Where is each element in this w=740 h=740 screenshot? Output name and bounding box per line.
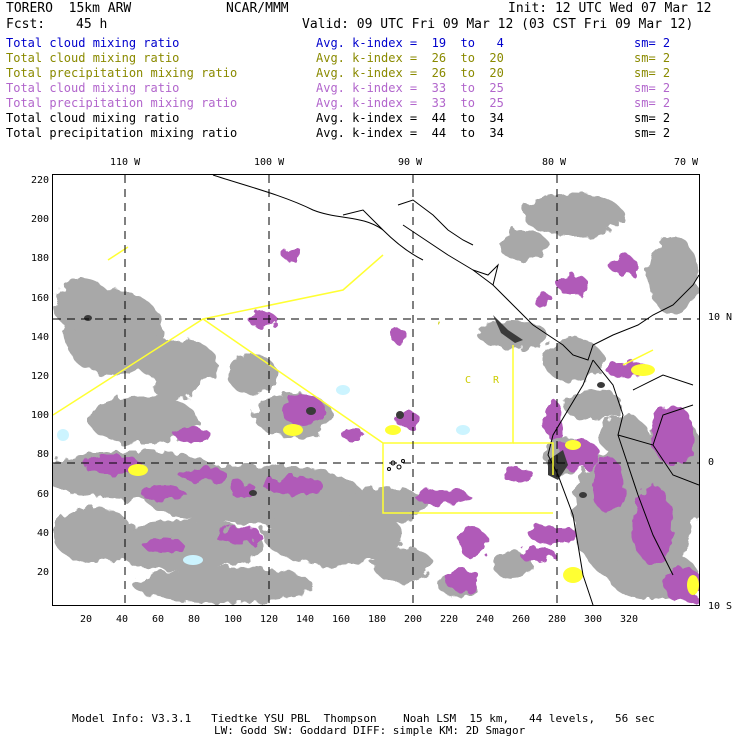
region-label-c: C xyxy=(465,375,471,386)
legend-name-1: Total cloud mixing ratio xyxy=(6,36,180,50)
legend-sm-6: sm= 2 xyxy=(634,111,671,125)
longitude-label-4: 80 W xyxy=(542,157,567,168)
latitude-label-2: 0 xyxy=(708,457,715,468)
longitude-label-2: 100 W xyxy=(254,157,285,168)
legend-sm-7: sm= 2 xyxy=(634,126,671,140)
init-time: Init: 12 UTC Wed 07 Mar 12 xyxy=(508,1,712,16)
forecast-hours: 45 h xyxy=(76,17,108,32)
y-tick-11: 20 xyxy=(36,567,49,578)
latitude-label-1: 10 N xyxy=(708,312,733,323)
lat-lon-grid xyxy=(53,175,699,605)
y-tick-4: 160 xyxy=(30,292,49,304)
y-tick-5: 140 xyxy=(30,331,49,343)
longitude-label-3: 90 W xyxy=(398,157,423,168)
model-title: TORERO 15km ARW xyxy=(6,1,132,16)
x-tick-9: 180 xyxy=(368,614,387,625)
forecast-label: Fcst: xyxy=(6,17,46,32)
x-tick-8: 160 xyxy=(332,614,351,625)
x-tick-5: 100 xyxy=(224,614,243,625)
y-tick-8: 80 xyxy=(36,449,49,461)
y-tick-9: 60 xyxy=(36,488,49,500)
y-tick-7: 100 xyxy=(30,410,49,422)
legend-name-6: Total cloud mixing ratio xyxy=(6,111,180,125)
legend-name-7: Total precipitation mixing ratio xyxy=(6,126,238,140)
latitude-label-3: 10 S xyxy=(708,601,733,612)
y-tick-6: 120 xyxy=(30,371,49,382)
y-tick-3: 180 xyxy=(30,253,49,265)
yellow-patches xyxy=(128,364,699,595)
y-tick-1: 220 xyxy=(30,175,49,186)
cyan-patches xyxy=(57,385,470,565)
weather-map: , C R xyxy=(52,174,700,606)
x-tick-16: 320 xyxy=(620,614,639,625)
legend-sm-4: sm= 2 xyxy=(634,81,671,95)
region-boundaries xyxy=(53,246,654,514)
x-tick-7: 140 xyxy=(296,614,315,625)
legend-name-2: Total cloud mixing ratio xyxy=(6,51,180,65)
x-tick-10: 200 xyxy=(404,614,423,625)
x-tick-4: 80 xyxy=(188,614,201,625)
legend-kindex-6: Avg. k-index = 44 to 34 xyxy=(316,111,504,125)
legend-sm-2: sm= 2 xyxy=(634,51,671,65)
model-info-line1: Model Info: V3.3.1 Tiedtke YSU PBL Thomp… xyxy=(72,712,655,725)
x-tick-13: 260 xyxy=(512,614,531,625)
legend-kindex-3: Avg. k-index = 26 to 20 xyxy=(316,66,504,80)
x-tick-15: 300 xyxy=(584,614,603,625)
x-tick-6: 120 xyxy=(260,614,279,625)
x-tick-11: 220 xyxy=(440,614,459,625)
legend-kindex-4: Avg. k-index = 33 to 25 xyxy=(316,81,504,95)
valid-time: Valid: 09 UTC Fri 09 Mar 12 (03 CST Fri … xyxy=(302,17,694,32)
region-dot-label: , xyxy=(436,315,442,326)
legend-kindex-1: Avg. k-index = 19 to 4 xyxy=(316,36,504,50)
longitude-label-1: 110 W xyxy=(110,157,141,168)
y-tick-10: 40 xyxy=(36,527,49,539)
legend-sm-3: sm= 2 xyxy=(634,66,671,80)
x-tick-12: 240 xyxy=(476,614,495,625)
legend-name-4: Total cloud mixing ratio xyxy=(6,81,180,95)
region-label-r: R xyxy=(493,375,500,386)
legend-kindex-2: Avg. k-index = 26 to 20 xyxy=(316,51,504,65)
legend-sm-5: sm= 2 xyxy=(634,96,671,110)
y-tick-2: 200 xyxy=(30,214,49,226)
x-tick-1: 20 xyxy=(80,614,93,625)
legend-sm-1: sm= 2 xyxy=(634,36,671,50)
x-tick-2: 40 xyxy=(116,614,129,625)
x-tick-14: 280 xyxy=(548,614,567,625)
map-canvas: , C R xyxy=(53,175,699,605)
model-info-line2: LW: Godd SW: Goddard DIFF: simple KM: 2D… xyxy=(214,724,526,737)
legend-kindex-7: Avg. k-index = 44 to 34 xyxy=(316,126,504,140)
x-tick-3: 60 xyxy=(152,614,165,625)
legend-name-3: Total precipitation mixing ratio xyxy=(6,66,238,80)
longitude-label-5: 70 W xyxy=(674,157,699,168)
legend-name-5: Total precipitation mixing ratio xyxy=(6,96,238,110)
organization: NCAR/MMM xyxy=(226,1,289,16)
coastlines xyxy=(212,175,699,605)
legend-kindex-5: Avg. k-index = 33 to 25 xyxy=(316,96,504,110)
